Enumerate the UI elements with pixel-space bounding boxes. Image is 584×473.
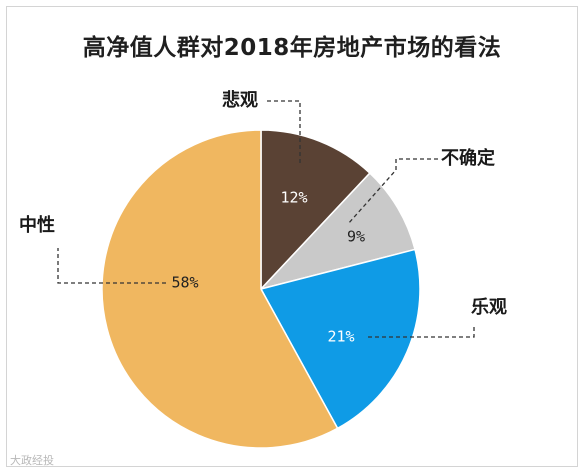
watermark-text: 大政经投	[10, 454, 54, 467]
pie-slice-3	[101, 129, 339, 449]
slice-value-label-2: 21%	[327, 328, 354, 346]
leader-line-0	[267, 100, 301, 165]
slice-value-label-1: 9%	[347, 228, 365, 246]
pie-slice-0	[260, 129, 371, 291]
pie-slice-1	[258, 172, 416, 291]
slice-value-label-0: 12%	[280, 189, 307, 207]
slice-category-label-2: 乐观	[471, 297, 507, 318]
slice-category-label-0: 悲观	[222, 89, 258, 111]
slice-category-label-1: 不确定	[441, 147, 495, 169]
slice-category-label-3: 中性	[19, 214, 55, 236]
leader-line-2	[368, 324, 475, 338]
pie-slice-2	[259, 248, 421, 430]
leader-line-3	[57, 248, 166, 284]
slice-value-label-3: 58%	[171, 274, 198, 292]
chart-title: 高净值人群对2018年房地产市场的看法	[82, 35, 502, 61]
leader-line-1	[347, 158, 438, 225]
